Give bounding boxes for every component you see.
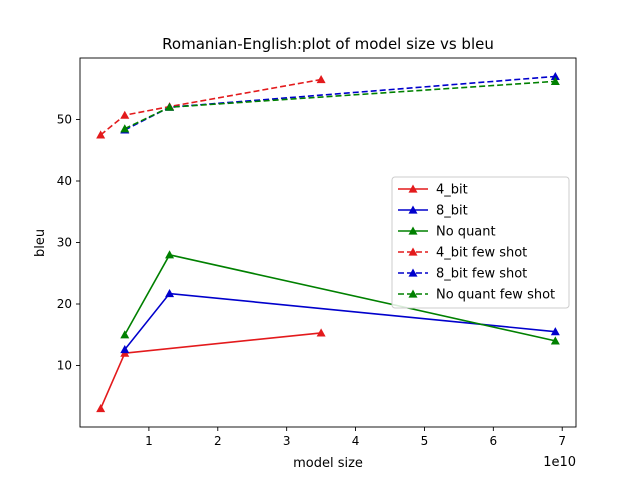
legend-label: 4_bit few shot bbox=[436, 246, 527, 261]
axes: 1 2 3 4 5 6 7 10 20 30 40 50 bbox=[57, 57, 577, 448]
data-point bbox=[316, 75, 326, 84]
x-tick-label: 6 bbox=[490, 434, 498, 448]
chart-title: Romanian-English:plot of model size vs b… bbox=[162, 35, 494, 53]
data-point bbox=[316, 328, 326, 337]
legend-item: No quant few shot bbox=[398, 288, 555, 303]
data-point bbox=[165, 102, 175, 111]
x-tick-label: 3 bbox=[283, 434, 291, 448]
legend-marker bbox=[408, 289, 418, 298]
x-tick-label: 1 bbox=[145, 434, 153, 448]
x-tick-label: 7 bbox=[558, 434, 566, 448]
legend-item: No quant bbox=[398, 225, 496, 240]
y-tick-label: 20 bbox=[57, 297, 72, 311]
legend-marker bbox=[408, 184, 418, 193]
x-tick-label: 5 bbox=[421, 434, 429, 448]
legend-marker bbox=[408, 226, 418, 235]
legend-label: 4_bit bbox=[436, 183, 468, 198]
y-tick-label: 10 bbox=[57, 359, 72, 373]
legend-marker bbox=[408, 205, 418, 214]
data-point bbox=[96, 404, 106, 413]
x-axis-label: model size bbox=[293, 456, 363, 471]
data-point bbox=[165, 250, 175, 259]
data-point bbox=[550, 71, 560, 81]
series-5 bbox=[120, 76, 560, 133]
legend-marker bbox=[408, 268, 418, 277]
data-point bbox=[120, 345, 130, 354]
data-point bbox=[550, 327, 560, 336]
y-tick-label: 50 bbox=[57, 113, 72, 127]
data-point bbox=[120, 330, 130, 339]
y-axis-label: bleu bbox=[33, 229, 48, 257]
legend-label: No quant few shot bbox=[436, 288, 555, 303]
series-line bbox=[100, 78, 322, 136]
plot-area bbox=[96, 71, 560, 413]
series-1 bbox=[120, 289, 560, 354]
data-point bbox=[550, 76, 560, 85]
data-point bbox=[96, 130, 106, 139]
legend: 4_bit 8_bit No quant 4_bit few shot 8_bit fe… bbox=[391, 176, 570, 309]
data-point bbox=[550, 336, 560, 345]
legend-label: 8_bit bbox=[436, 204, 468, 219]
data-point bbox=[120, 110, 130, 119]
y-tick-label: 40 bbox=[57, 174, 72, 188]
data-point bbox=[120, 124, 130, 133]
legend-item: 8_bit few shot bbox=[398, 267, 527, 282]
legend-box bbox=[391, 176, 570, 309]
x-tick-label: 4 bbox=[352, 434, 360, 448]
legend-label: No quant bbox=[436, 225, 496, 240]
x-tick-label: 2 bbox=[214, 434, 222, 448]
x-axis-offset-label: 1e10 bbox=[543, 455, 576, 470]
legend-marker bbox=[408, 247, 418, 256]
legend-label: 8_bit few shot bbox=[436, 267, 527, 282]
series-2 bbox=[120, 250, 560, 345]
data-point bbox=[165, 289, 175, 298]
legend-item: 4_bit few shot bbox=[398, 246, 527, 261]
legend-item: 4_bit bbox=[398, 183, 468, 198]
y-tick-label: 30 bbox=[57, 236, 72, 250]
legend-item: 8_bit bbox=[398, 204, 468, 219]
